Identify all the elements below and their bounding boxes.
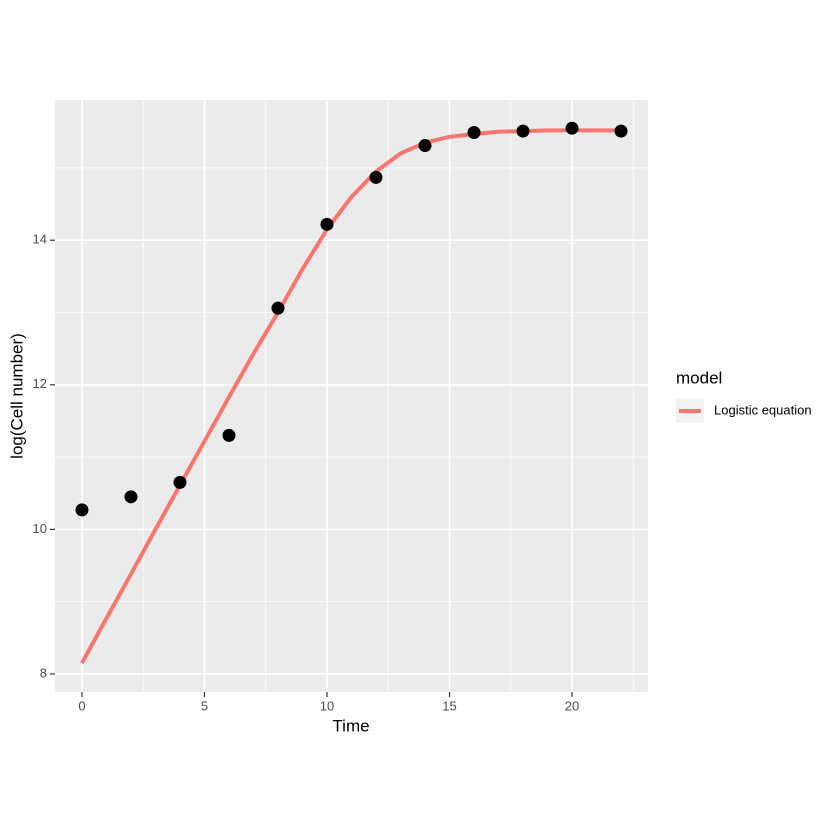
legend: Logistic equation bbox=[676, 399, 812, 423]
point bbox=[467, 126, 481, 140]
grid bbox=[55, 100, 648, 692]
point bbox=[124, 490, 138, 504]
point bbox=[75, 503, 89, 517]
y-tick-label: 14 bbox=[33, 232, 47, 247]
point bbox=[565, 121, 579, 135]
point bbox=[516, 124, 530, 138]
point bbox=[320, 217, 334, 231]
y-tick-label: 10 bbox=[33, 521, 47, 536]
point bbox=[271, 301, 285, 315]
x-tick-label: 20 bbox=[565, 698, 579, 713]
point bbox=[369, 170, 383, 184]
x-tick-label: 5 bbox=[201, 698, 208, 713]
point bbox=[418, 139, 432, 153]
x-axis-label: Time bbox=[332, 716, 369, 735]
legend-title: model bbox=[676, 368, 722, 387]
line bbox=[80, 128, 622, 665]
x-tick-label: 15 bbox=[442, 698, 456, 713]
y-tick-label: 12 bbox=[33, 376, 47, 391]
legend-label: Logistic equation bbox=[714, 402, 812, 417]
x-tick-label: 10 bbox=[320, 698, 334, 713]
panel bbox=[55, 100, 648, 692]
y-tick-label: 8 bbox=[40, 665, 47, 680]
marks bbox=[75, 121, 628, 665]
y-axis-label: log(Cell number) bbox=[7, 333, 26, 459]
point bbox=[222, 428, 236, 442]
x-tick-label: 0 bbox=[78, 698, 85, 713]
point bbox=[614, 124, 628, 138]
point bbox=[173, 475, 187, 489]
